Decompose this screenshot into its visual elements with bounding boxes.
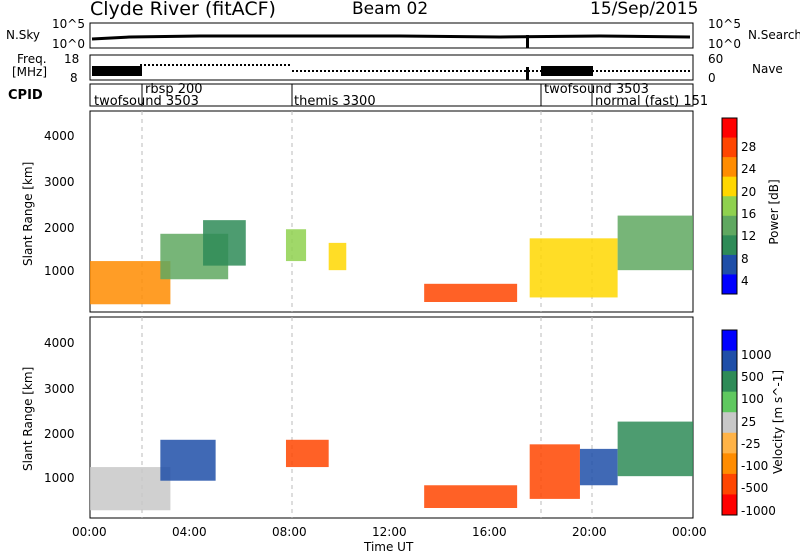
freq-spike [526,67,529,80]
velocity-colorbar-tick-neg500: -500 [741,481,769,495]
power-colorbar-swatch-4 [722,196,737,217]
velocity-region-4 [529,444,580,499]
freq-label-line1: Freq. [17,52,47,66]
cpid-program-2: themis 3300 [294,94,376,109]
noise-sky-trace [91,34,691,41]
x-tick-1: 04:00 [172,525,207,539]
velocity-colorbar-swatch-5 [722,432,737,454]
noise-left-label: N.Sky [6,28,41,42]
power-y-tick-2000: 2000 [44,221,75,235]
noise-right-label: N.Search [748,28,800,42]
velocity-colorbar-swatch-2 [722,371,737,393]
power-colorbar-swatch-7 [722,254,737,275]
power-colorbar-tick-24: 24 [741,162,757,176]
cpid-program-1: rbsp 200 [145,82,203,97]
x-tick-3: 12:00 [372,525,407,539]
noise-right-tick-top: 10^5 [708,17,741,31]
freq-label-line2: [MHz] [12,65,48,79]
x-tick-5: 20:00 [572,525,607,539]
cpid-label: CPID [8,88,43,103]
noise-panel-frame [89,22,694,49]
power-colorbar-tick-20: 20 [741,185,757,199]
freq-trace [92,64,690,72]
power-colorbar-tick-16: 16 [741,207,757,221]
velocity-region-0 [90,467,171,511]
noise-spike [526,35,529,48]
velocity-colorbar-swatch-0 [722,330,737,352]
velocity-y-tick-3000: 3000 [44,382,75,396]
beam-title: Beam 02 [352,0,429,19]
noise-left-tick-bottom: 10^0 [52,37,85,51]
freq-left-tick-bottom: 8 [70,71,78,85]
noise-right-tick-bottom: 10^0 [708,37,741,51]
power-region-3 [285,229,307,262]
velocity-region-1 [160,439,216,481]
nave-label: Nave [752,62,783,76]
freq-block-1 [92,66,142,76]
velocity-region-5 [579,448,618,486]
power-region-2 [203,220,246,266]
power-region-6 [529,238,618,298]
power-colorbar-swatch-2 [722,157,737,178]
freq-block-2 [541,66,593,76]
x-tick-2: 08:00 [272,525,307,539]
x-axis-label: Time UT [364,540,414,554]
nave-right-tick-bottom: 0 [708,71,716,85]
power-region-5 [424,283,518,302]
velocity-colorbar-swatch-1 [722,350,737,372]
freq-panel-frame [89,54,694,81]
cpid-program-0: twofsound 3503 [94,94,199,109]
velocity-colorbar-swatch-8 [722,494,737,516]
power-colorbar-tick-4: 4 [741,274,749,288]
station-title: Clyde River (fitACF) [90,0,276,20]
x-tick-6: 00:00 [672,525,707,539]
velocity-panel-frame [89,316,694,519]
velocity-colorbar-tick-25: 25 [741,415,757,429]
date-title: 15/Sep/2015 [590,0,699,19]
power-y-tick-4000: 4000 [44,129,75,143]
power-colorbar-tick-12: 12 [741,229,757,243]
power-colorbar-tick-28: 28 [741,140,757,154]
cpid-panel-frame [89,83,694,107]
power-y-tick-3000: 3000 [44,175,75,189]
velocity-colorbar-swatch-3 [722,391,737,413]
velocity-colorbar-tick-1000: 1000 [741,348,772,362]
power-colorbar-tick-8: 8 [741,252,749,266]
velocity-colorbar-tick-neg1000: -1000 [741,504,776,518]
power-colorbar-swatch-3 [722,176,737,197]
nave-right-tick-top: 60 [708,52,724,66]
velocity-colorbar-tick-neg100: -100 [741,459,769,473]
velocity-colorbar-tick-100: 100 [741,392,764,406]
velocity-colorbar-swatch-4 [722,412,737,434]
noise-left-tick-top: 10^5 [52,17,85,31]
power-colorbar-swatch-1 [722,137,737,158]
power-panel-frame [89,110,694,313]
velocity-y-tick-2000: 2000 [44,427,75,441]
power-colorbar-swatch-5 [722,215,737,236]
cpid-program-3: twofsound 3503 [544,82,649,97]
velocity-y-tick-1000: 1000 [44,471,75,485]
velocity-region-6 [617,421,693,477]
power-colorbar-swatch-6 [722,235,737,256]
velocity-colorbar-swatch-6 [722,453,737,475]
power-region-7 [617,215,693,271]
velocity-colorbar-swatch-7 [722,473,737,495]
velocity-colorbar-frame [721,329,738,516]
velocity-region-3 [424,485,518,508]
x-tick-0: 00:00 [72,525,107,539]
velocity-region-2 [285,439,329,468]
x-tick-4: 16:00 [472,525,507,539]
power-colorbar-swatch-8 [722,274,737,295]
velocity-colorbar-tick-500: 500 [741,370,764,384]
power-region-0 [90,261,171,305]
freq-left-tick-top: 18 [64,52,80,66]
cpid-program-4: normal (fast) 151 [595,94,709,109]
velocity-y-tick-4000: 4000 [44,336,75,350]
power-colorbar-frame [721,117,738,295]
velocity-colorbar-tick-neg25: -25 [741,437,761,451]
power-colorbar-swatch-0 [722,118,737,139]
power-region-4 [328,242,347,271]
power-y-tick-1000: 1000 [44,264,75,278]
